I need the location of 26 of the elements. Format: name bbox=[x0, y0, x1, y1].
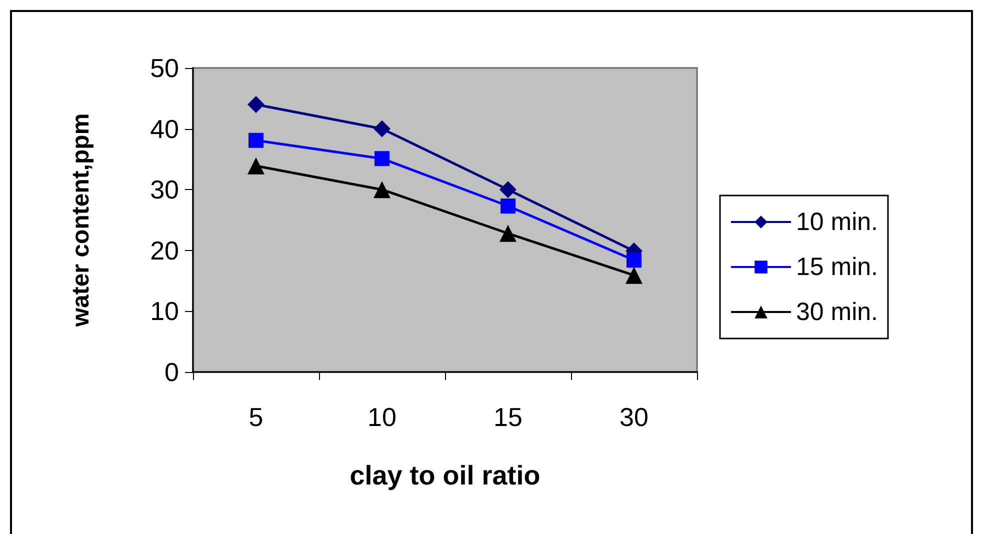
y-tick-label: 10 bbox=[150, 296, 179, 326]
point bbox=[374, 151, 390, 166]
point bbox=[500, 224, 516, 242]
point bbox=[500, 181, 516, 198]
x-tick-label: 15 bbox=[494, 402, 522, 432]
point bbox=[500, 198, 516, 214]
y-tick-label: 0 bbox=[164, 357, 179, 387]
x-axis-title: clay to oil ratio bbox=[350, 460, 540, 490]
point bbox=[248, 157, 264, 174]
legend-label: 30 min. bbox=[796, 298, 878, 326]
point bbox=[248, 132, 264, 148]
x-tick-label: 5 bbox=[248, 402, 264, 432]
point bbox=[626, 266, 642, 284]
point bbox=[248, 96, 264, 113]
y-tick-label: 40 bbox=[150, 114, 179, 144]
point bbox=[374, 181, 390, 198]
x-tick-label: 10 bbox=[368, 402, 396, 432]
legend-label: 10 min. bbox=[796, 208, 878, 236]
x-tick-label: 30 bbox=[620, 402, 648, 432]
y-tick-label: 30 bbox=[150, 174, 179, 205]
y-axis-title: water content,ppm bbox=[68, 113, 94, 328]
y-tick-label: 50 bbox=[150, 53, 179, 83]
y-tick-label: 20 bbox=[150, 235, 179, 266]
point bbox=[626, 252, 642, 268]
point bbox=[374, 120, 390, 138]
legend-label: 15 min. bbox=[796, 253, 878, 281]
